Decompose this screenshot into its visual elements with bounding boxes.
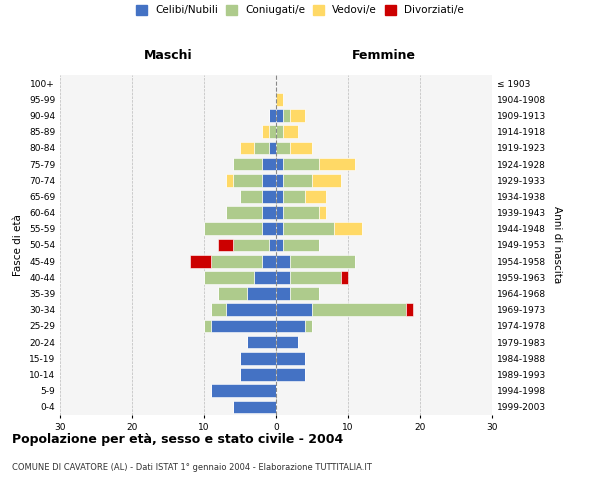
Bar — [262, 174, 276, 186]
Bar — [262, 222, 276, 235]
Bar — [240, 190, 262, 202]
Bar — [276, 255, 290, 268]
Bar — [262, 126, 269, 138]
Bar — [276, 93, 283, 106]
Legend: Celibi/Nubili, Coniugati/e, Vedovi/e, Divorziati/e: Celibi/Nubili, Coniugati/e, Vedovi/e, Di… — [136, 5, 464, 15]
Bar — [204, 271, 254, 283]
Bar — [226, 174, 233, 186]
Bar — [276, 109, 283, 122]
Bar — [240, 368, 276, 381]
Bar — [254, 271, 276, 283]
Bar — [305, 190, 326, 202]
Bar — [240, 352, 276, 364]
Bar — [283, 158, 319, 170]
Bar — [262, 255, 276, 268]
Bar — [240, 142, 254, 154]
Bar — [262, 190, 276, 202]
Bar — [204, 222, 262, 235]
Bar — [305, 320, 312, 332]
Bar — [211, 384, 276, 397]
Bar — [211, 304, 226, 316]
Bar — [290, 255, 355, 268]
Bar — [211, 255, 262, 268]
Bar — [269, 238, 276, 252]
Bar — [283, 222, 334, 235]
Bar — [276, 158, 283, 170]
Y-axis label: Anni di nascita: Anni di nascita — [551, 206, 562, 284]
Bar — [319, 158, 355, 170]
Bar — [269, 109, 276, 122]
Bar — [276, 174, 283, 186]
Bar — [276, 190, 283, 202]
Bar — [218, 238, 233, 252]
Y-axis label: Fasce di età: Fasce di età — [13, 214, 23, 276]
Text: Maschi: Maschi — [143, 50, 193, 62]
Bar — [406, 304, 413, 316]
Bar — [283, 109, 290, 122]
Bar — [276, 288, 290, 300]
Bar — [276, 238, 283, 252]
Bar — [269, 142, 276, 154]
Bar — [247, 336, 276, 348]
Bar — [218, 288, 247, 300]
Bar — [283, 174, 312, 186]
Bar — [233, 158, 262, 170]
Bar — [283, 206, 319, 219]
Bar — [290, 142, 312, 154]
Bar — [319, 206, 326, 219]
Bar — [276, 320, 305, 332]
Bar — [276, 271, 290, 283]
Bar — [341, 271, 348, 283]
Bar — [312, 174, 341, 186]
Bar — [262, 158, 276, 170]
Bar — [276, 142, 290, 154]
Bar — [276, 126, 283, 138]
Bar — [276, 352, 305, 364]
Bar — [211, 320, 276, 332]
Bar — [233, 400, 276, 413]
Bar — [226, 206, 262, 219]
Bar — [276, 336, 298, 348]
Bar — [226, 304, 276, 316]
Bar — [190, 255, 211, 268]
Text: Femmine: Femmine — [352, 50, 416, 62]
Text: COMUNE DI CAVATORE (AL) - Dati ISTAT 1° gennaio 2004 - Elaborazione TUTTITALIA.I: COMUNE DI CAVATORE (AL) - Dati ISTAT 1° … — [12, 462, 372, 471]
Bar — [276, 222, 283, 235]
Bar — [283, 238, 319, 252]
Bar — [334, 222, 362, 235]
Bar — [283, 190, 305, 202]
Text: Popolazione per età, sesso e stato civile - 2004: Popolazione per età, sesso e stato civil… — [12, 432, 343, 446]
Bar — [262, 206, 276, 219]
Bar — [269, 126, 276, 138]
Bar — [233, 174, 262, 186]
Bar — [204, 320, 211, 332]
Bar — [290, 271, 341, 283]
Bar — [290, 288, 319, 300]
Bar — [290, 109, 305, 122]
Bar — [276, 304, 312, 316]
Bar — [247, 288, 276, 300]
Bar — [276, 206, 283, 219]
Bar — [312, 304, 406, 316]
Bar — [254, 142, 269, 154]
Bar — [233, 238, 269, 252]
Bar — [276, 368, 305, 381]
Bar — [283, 126, 298, 138]
